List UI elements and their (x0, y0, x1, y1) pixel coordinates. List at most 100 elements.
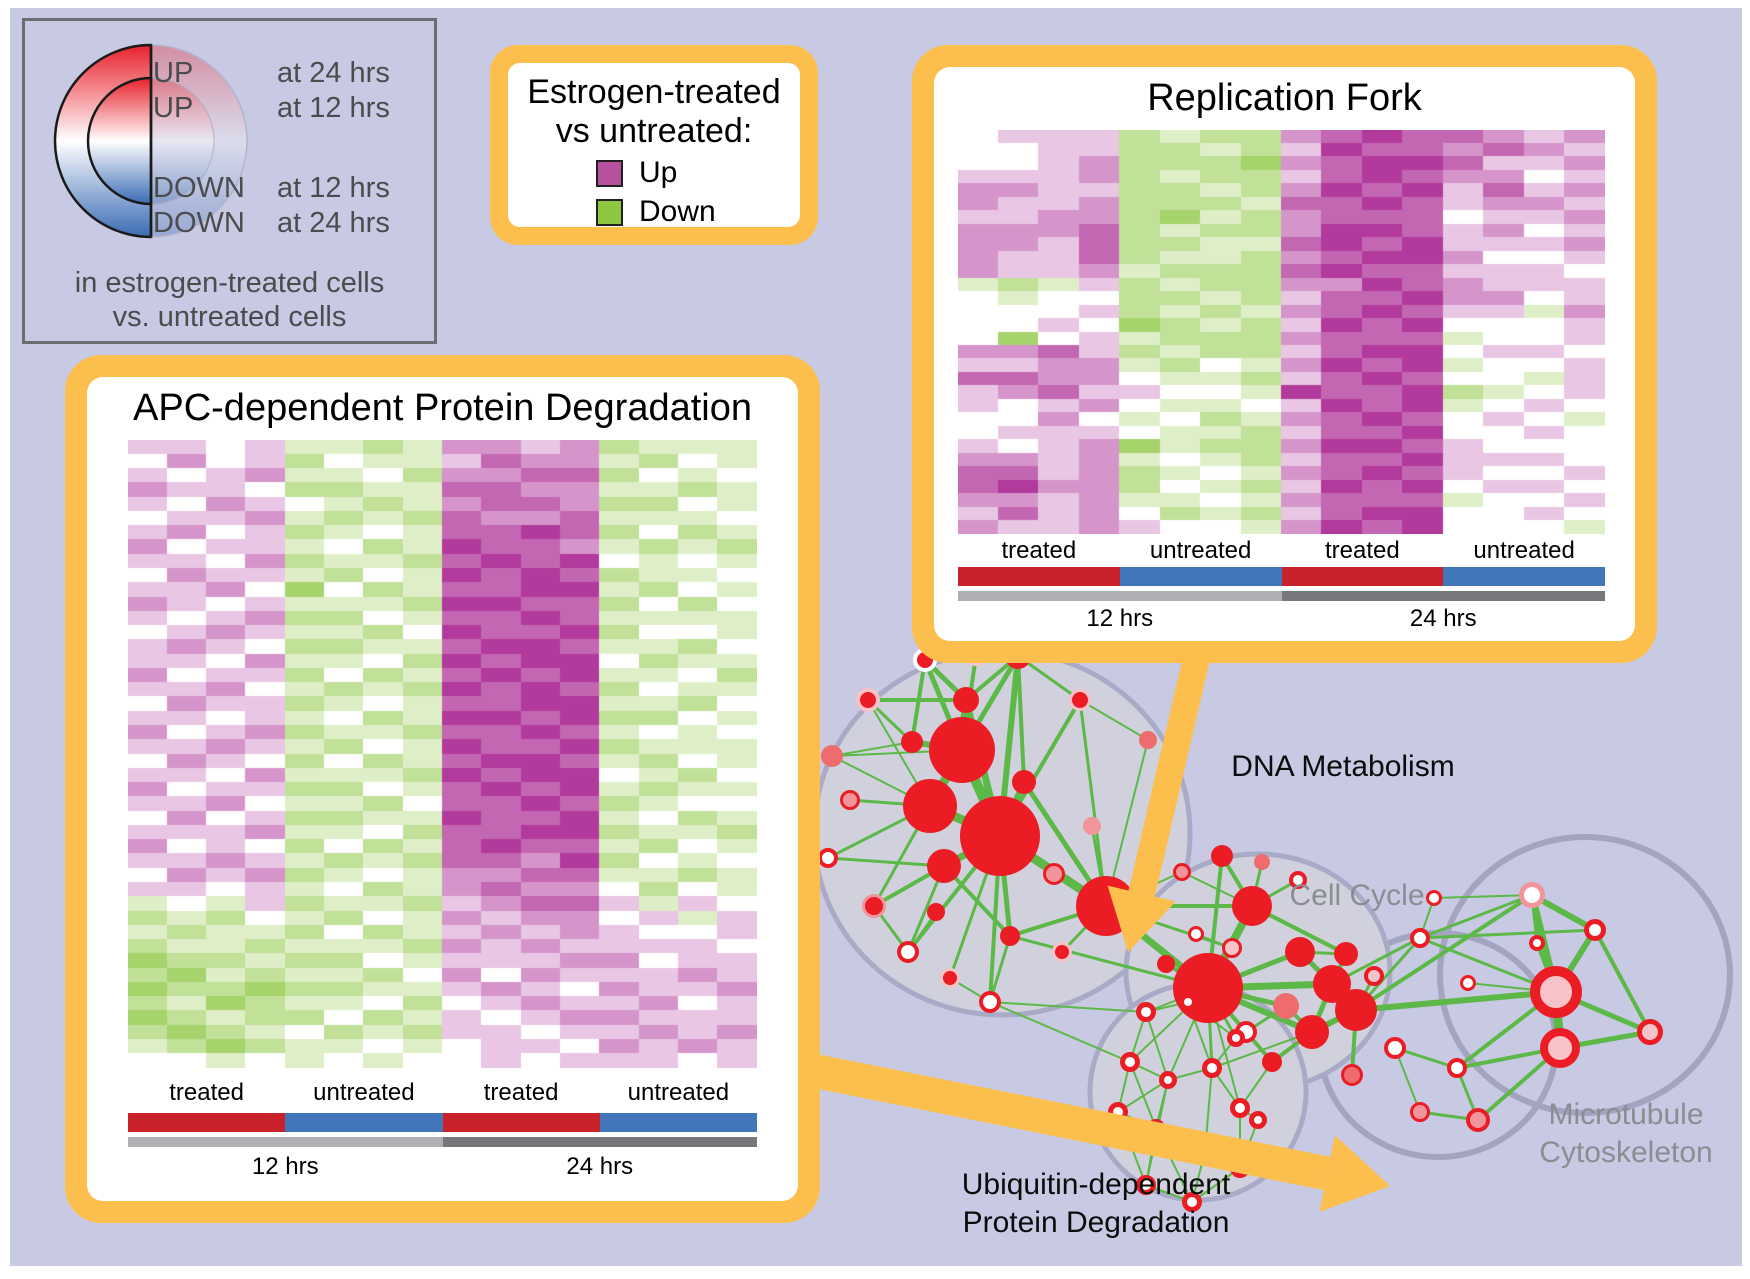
color-key-title-line1: Estrogen-treated (527, 73, 781, 111)
bar-segment (442, 1137, 757, 1147)
network-edge (831, 741, 913, 757)
microtubule-cytoskeleton-label: Microtubule Cytoskeleton (1539, 1096, 1712, 1172)
group-label: treated (169, 1079, 244, 1106)
network-node (1222, 938, 1242, 958)
network-node (862, 894, 886, 918)
bar-segment (599, 1113, 757, 1132)
network-node (1426, 890, 1442, 906)
rf-panel-title: Replication Fork (1147, 77, 1422, 119)
cell-cycle-label: Cell Cycle (1289, 879, 1425, 912)
network-node (1584, 919, 1606, 941)
network-node (1230, 1098, 1250, 1118)
network-node (1466, 1108, 1490, 1132)
group-label: untreated (1473, 537, 1575, 564)
network-edge (1016, 654, 1026, 784)
network-node (1341, 1064, 1363, 1086)
network-node (1069, 689, 1091, 711)
legend-direction: UP (153, 57, 194, 89)
network-node (927, 903, 945, 921)
network-node (1334, 942, 1358, 966)
group-label: untreated (313, 1079, 415, 1106)
network-node (1211, 845, 1233, 867)
network-node (1136, 1002, 1156, 1022)
apc-treatment-bar (128, 1113, 757, 1132)
network-node (1157, 955, 1175, 973)
network-node (929, 717, 995, 783)
apc-panel-title: APC-dependent Protein Degradation (133, 387, 752, 429)
time-label: 12 hrs (251, 1153, 319, 1180)
apc-time-labels: 12 hrs 24 hrs (128, 1153, 757, 1181)
updown-legend-box: UP at 24 hrs UP at 12 hrs DOWN at 12 hrs… (22, 18, 437, 344)
network-edge (1433, 894, 1533, 899)
network-node (940, 968, 960, 988)
network-edge (1211, 1031, 1313, 1069)
network-node (1159, 1071, 1177, 1089)
time-label: 12 hrs (1086, 605, 1154, 632)
network-node (979, 991, 1001, 1013)
bar-segment (1119, 567, 1282, 586)
arrow-shaft (786, 1049, 1331, 1191)
group-label: treated (1325, 537, 1400, 564)
color-key-item-up: Up (596, 156, 800, 190)
network-node (1285, 937, 1315, 967)
apc-time-bar (128, 1137, 757, 1147)
legend-direction: UP (153, 92, 194, 124)
bar-segment (958, 567, 1120, 586)
network-node (960, 796, 1040, 876)
network-node (1637, 1019, 1663, 1045)
legend-time: at 12 hrs (277, 172, 390, 204)
bar-segment (1281, 567, 1444, 586)
network-node (1519, 882, 1545, 908)
network-node (1447, 1058, 1467, 1078)
legend-caption-line2: vs. untreated cells (112, 301, 347, 333)
network-edge (1353, 989, 1559, 1013)
ubiquitin-label-line1: Ubiquitin-dependent (961, 1168, 1231, 1201)
time-label: 24 hrs (1409, 605, 1477, 632)
network-node (1410, 1102, 1430, 1122)
arrow-head-icon (1107, 885, 1176, 952)
network-edge (1418, 893, 1534, 940)
rf-group-labels: treated untreated treated untreated (958, 537, 1605, 565)
network-node (1136, 1175, 1156, 1195)
network-edge (1079, 699, 1149, 741)
down-label: Down (639, 195, 716, 228)
network-node (1249, 1111, 1267, 1129)
up-label: Up (639, 156, 678, 189)
legend-time: at 24 hrs (277, 57, 390, 89)
rf-heatmap-canvas (958, 130, 1605, 534)
network-node (1364, 966, 1384, 986)
network-node (1173, 863, 1191, 881)
network-node (1460, 975, 1476, 991)
apc-group-labels: treated untreated treated untreated (128, 1079, 757, 1107)
bar-segment (958, 591, 1282, 601)
legend-time: at 24 hrs (277, 207, 390, 239)
network-node (1384, 1037, 1406, 1059)
network-node (821, 745, 843, 767)
network-node (1335, 989, 1377, 1031)
rf-time-labels: 12 hrs 24 hrs (958, 605, 1605, 633)
network-edge (1418, 928, 1597, 940)
legend-direction: DOWN (153, 172, 245, 204)
network-node (927, 849, 961, 883)
bar-segment (1281, 591, 1605, 601)
network-edge (826, 856, 946, 868)
network-edge (988, 934, 1012, 1004)
network-node (1295, 1015, 1329, 1049)
network-node (1120, 1052, 1140, 1072)
network-node (1262, 1052, 1282, 1072)
network-node (840, 790, 860, 810)
network-node (953, 687, 979, 713)
network-node (856, 688, 880, 712)
bar-segment (128, 1113, 286, 1132)
bar-segment (128, 1137, 443, 1147)
color-key-box: Estrogen-treated vs untreated: Up Down (490, 45, 818, 245)
cluster-ellipse (1437, 834, 1733, 1116)
network-edge (1078, 698, 1108, 908)
ubiquitin-label-line2: Protein Degradation (962, 1206, 1230, 1239)
apc-heatmap-panel: APC-dependent Protein Degradation treate… (65, 355, 820, 1223)
network-node (1273, 993, 1299, 1019)
network-node (1254, 854, 1270, 870)
network-node (901, 731, 923, 753)
bar-segment (285, 1113, 443, 1132)
